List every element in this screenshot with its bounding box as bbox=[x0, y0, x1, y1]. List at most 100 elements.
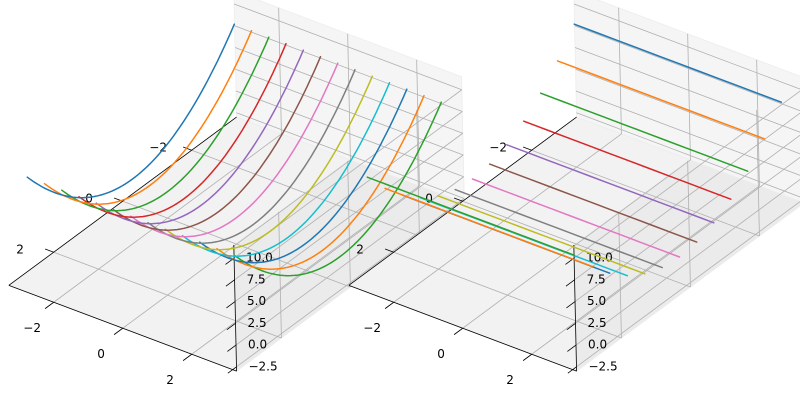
z-left-gridline bbox=[575, 68, 800, 155]
series-line-12 bbox=[233, 101, 443, 277]
series-line-4 bbox=[506, 144, 715, 224]
y-left-gridline bbox=[347, 33, 351, 160]
y-floor-gridline bbox=[191, 185, 420, 355]
y-left-gridline bbox=[278, 7, 282, 134]
y-tick-label: −2 bbox=[363, 321, 381, 335]
z-left-gridline bbox=[236, 112, 465, 199]
y-tick-mark bbox=[44, 301, 54, 309]
series-line-3 bbox=[523, 120, 732, 200]
z-tick-label: −2.5 bbox=[248, 359, 277, 373]
y-tick-label: −2 bbox=[23, 321, 41, 335]
z-left-gridline bbox=[233, 3, 462, 91]
z-left-gridline bbox=[234, 25, 463, 112]
y-left-gridline bbox=[687, 33, 691, 160]
z-tick-label: 5.0 bbox=[247, 294, 266, 308]
z-tick-mark bbox=[566, 322, 576, 330]
z-tick-mark bbox=[227, 344, 237, 352]
x-back-gridline bbox=[416, 109, 420, 237]
x-tick-label: 2 bbox=[356, 242, 364, 256]
x-tick-mark bbox=[384, 248, 394, 253]
series-line-11 bbox=[216, 94, 425, 270]
z-back-gridline bbox=[236, 198, 465, 368]
z-tick-label: 0.0 bbox=[588, 338, 607, 352]
series-line-8 bbox=[437, 195, 646, 275]
y-tick-mark bbox=[182, 353, 192, 361]
y-floor-gridline bbox=[531, 185, 760, 355]
x-tick-label: 0 bbox=[85, 191, 93, 205]
left-3d-axes: −202−202−2.50.02.55.07.510.0 bbox=[8, 0, 466, 387]
y-left-gridline bbox=[756, 59, 760, 186]
x-back-gridline bbox=[347, 160, 351, 288]
y-floor-gridline bbox=[122, 159, 351, 329]
z-tick-mark bbox=[565, 279, 575, 287]
series-line-8 bbox=[164, 75, 374, 251]
y-tick-mark bbox=[522, 353, 532, 361]
x-back-gridline bbox=[618, 211, 622, 339]
x-tick-mark bbox=[44, 248, 54, 253]
z-tick-mark bbox=[226, 301, 236, 309]
y-left-gridline bbox=[618, 7, 622, 134]
z-tick-label: 7.5 bbox=[247, 272, 266, 286]
y-floor-gridline bbox=[393, 133, 622, 303]
x-tick-label: 0 bbox=[425, 191, 433, 205]
y-tick-mark bbox=[453, 327, 463, 335]
z-left-gridline bbox=[574, 47, 800, 133]
z-left-gridline bbox=[235, 68, 464, 156]
z-tick-label: 5.0 bbox=[587, 294, 606, 308]
x-tick-mark bbox=[522, 146, 532, 151]
series-line-5 bbox=[488, 163, 698, 243]
z-left-gridline bbox=[576, 112, 800, 198]
x-tick-label: −2 bbox=[489, 140, 507, 154]
right-3d-axes: −202−202−2.50.02.55.07.510.0 bbox=[348, 0, 800, 387]
y-floor-gridline bbox=[462, 159, 691, 329]
y-tick-label: 2 bbox=[506, 373, 514, 387]
z-left-gridline bbox=[234, 47, 463, 134]
x-tick-label: 2 bbox=[16, 242, 24, 256]
z-back-gridline bbox=[235, 154, 464, 324]
series-line-4 bbox=[95, 49, 305, 225]
series-line-6 bbox=[130, 62, 339, 238]
series-line-3 bbox=[78, 42, 287, 218]
series-line-9 bbox=[181, 81, 391, 257]
z-tick-mark bbox=[567, 344, 577, 352]
z-tick-label: 2.5 bbox=[248, 316, 267, 330]
y-tick-mark bbox=[113, 327, 123, 335]
z-tick-mark bbox=[226, 322, 236, 330]
x-tick-mark bbox=[182, 146, 192, 151]
series-line-1 bbox=[556, 60, 766, 140]
z-tick-mark bbox=[227, 366, 237, 374]
series-line-0 bbox=[573, 23, 783, 103]
x-tick-mark bbox=[453, 197, 463, 202]
x-axis-line bbox=[8, 116, 237, 286]
left-pane bbox=[573, 0, 800, 202]
z-tick-label: 0.0 bbox=[248, 338, 267, 352]
series-line-7 bbox=[147, 68, 356, 244]
y-left-gridline bbox=[416, 59, 420, 186]
z-left-gridline bbox=[235, 90, 464, 178]
z-back-gridline bbox=[575, 178, 800, 346]
series-line-1 bbox=[43, 29, 253, 205]
z-back-gridline bbox=[235, 176, 464, 346]
z-axis-line bbox=[233, 244, 237, 372]
z-back-gridline bbox=[573, 90, 800, 259]
y-tick-label: 2 bbox=[166, 373, 174, 387]
y-floor-gridline bbox=[53, 133, 282, 303]
series-line-7 bbox=[454, 188, 663, 269]
z-axis-line bbox=[573, 244, 577, 372]
z-left-gridline bbox=[575, 90, 800, 176]
series-line-5 bbox=[112, 55, 322, 231]
series-line-0 bbox=[26, 23, 236, 199]
series-line-2 bbox=[539, 92, 749, 172]
series-line-10 bbox=[199, 88, 408, 264]
z-back-gridline bbox=[576, 201, 800, 368]
series-line-11 bbox=[384, 187, 593, 268]
z-tick-mark bbox=[225, 279, 235, 287]
x-back-gridline bbox=[756, 109, 760, 237]
z-left-gridline bbox=[573, 3, 800, 90]
z-left-gridline bbox=[574, 25, 800, 112]
z-tick-label: −2.5 bbox=[588, 359, 617, 373]
y-tick-label: 0 bbox=[437, 347, 445, 361]
x-back-gridline bbox=[687, 160, 691, 288]
z-back-gridline bbox=[574, 134, 800, 302]
